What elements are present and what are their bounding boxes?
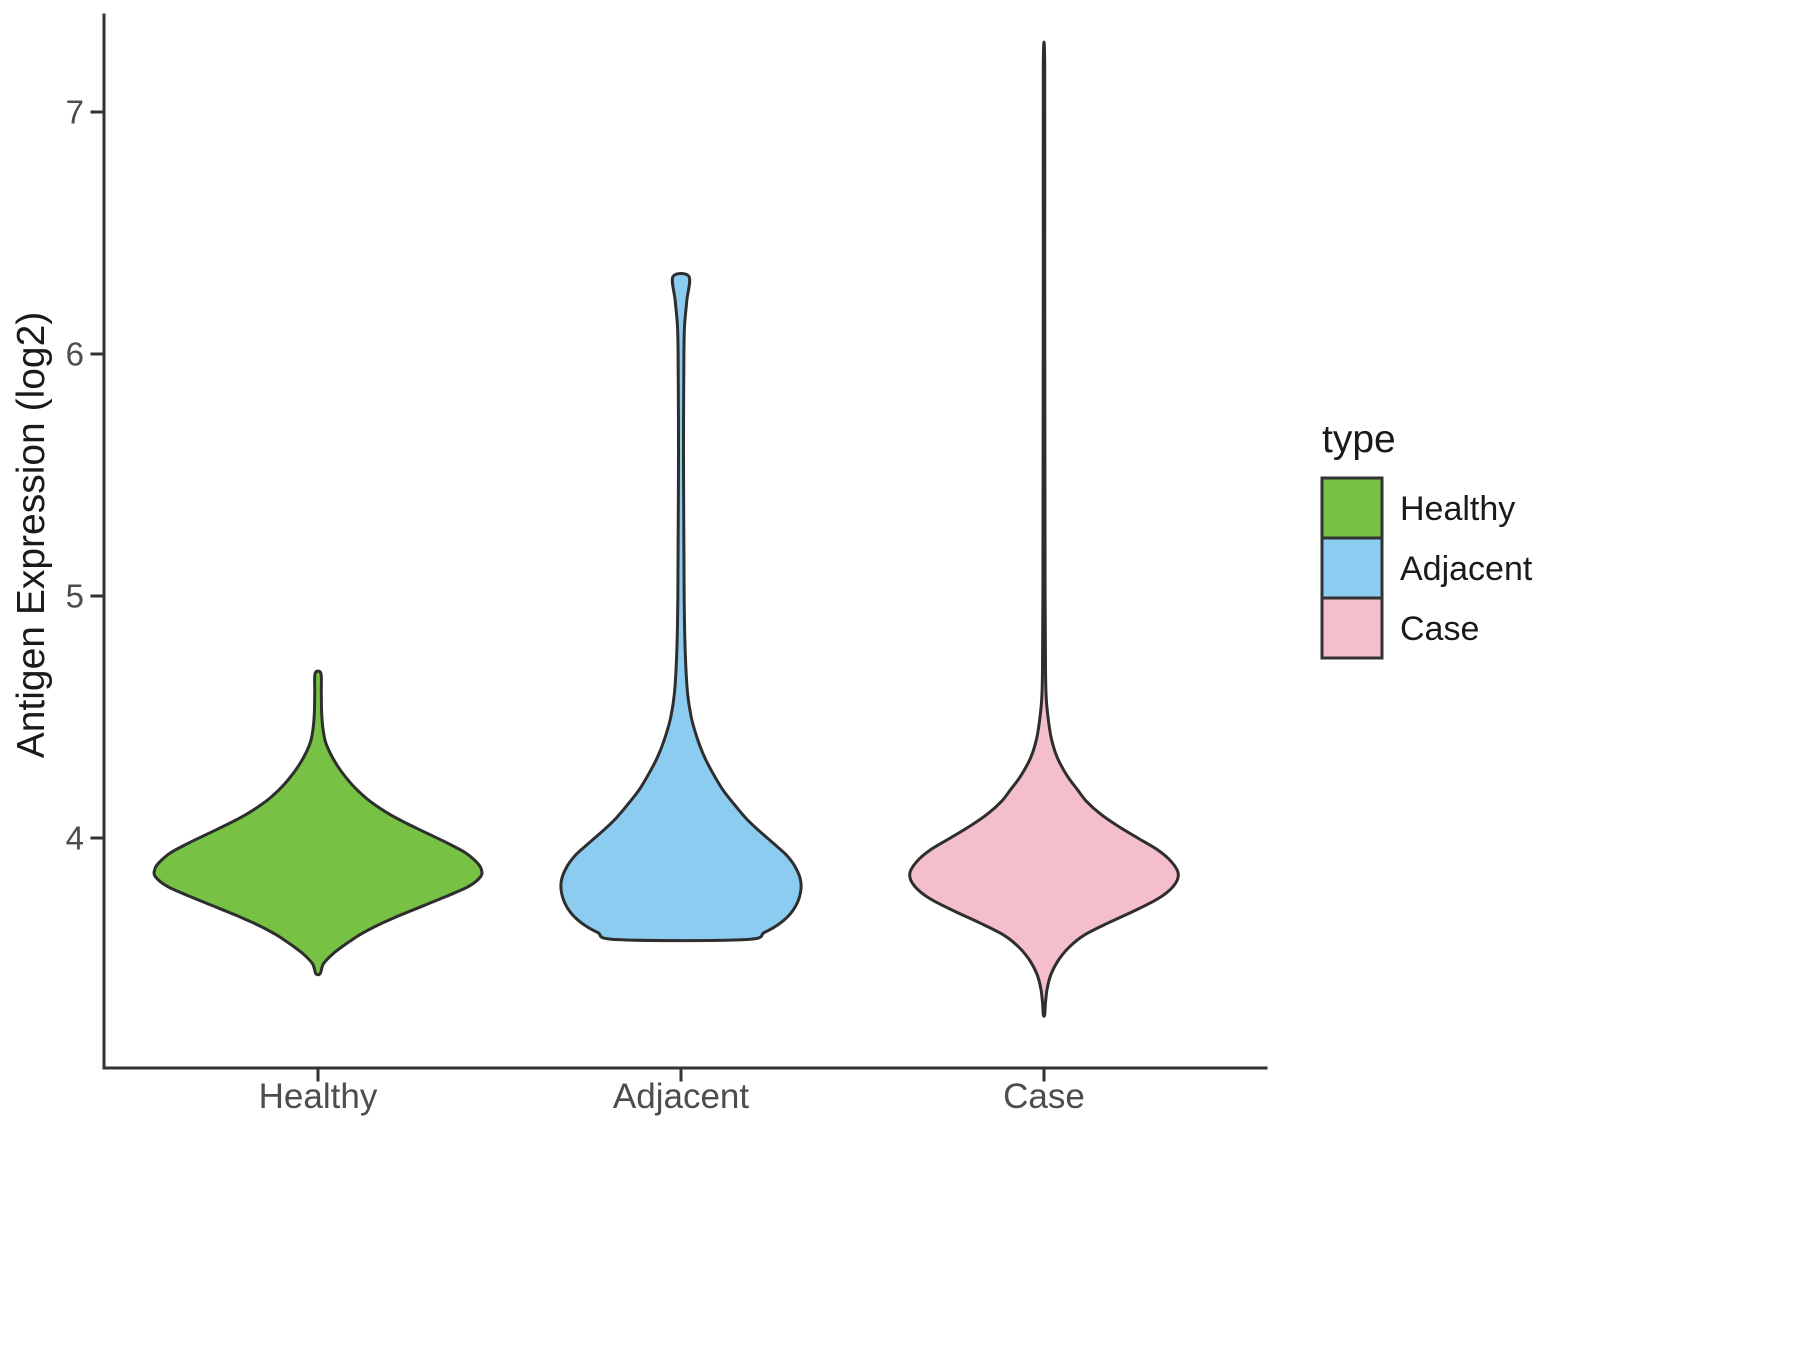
violin-case [908,40,1180,1018]
x-category-label-adjacent: Adjacent [613,1077,749,1116]
legend-key-healthy [1320,476,1384,540]
legend-label-case: Case [1400,610,1479,648]
legend-label-healthy: Healthy [1400,490,1515,528]
axis-text: 7 6 5 4 Healthy Adjacent Case Antigen Ex… [10,94,1085,1116]
legend-label-adjacent: Adjacent [1400,550,1533,588]
legend-key-case [1320,596,1384,660]
y-tick-label-7: 7 [66,94,84,131]
legend-title: type [1322,418,1396,461]
legend: type Healthy Adjacent Case [1320,418,1533,660]
y-tick-label-5: 5 [66,578,84,615]
y-tick-label-4: 4 [66,820,84,857]
y-tick-label-6: 6 [66,336,84,373]
violin-healthy [152,669,484,977]
legend-key-adjacent [1320,536,1384,600]
axes [90,13,1268,1082]
violins-layer [152,40,1180,1018]
y-axis-title: Antigen Expression (log2) [10,312,53,759]
x-category-label-case: Case [1003,1077,1085,1116]
violin-adjacent [559,272,803,943]
x-category-label-healthy: Healthy [259,1077,378,1116]
